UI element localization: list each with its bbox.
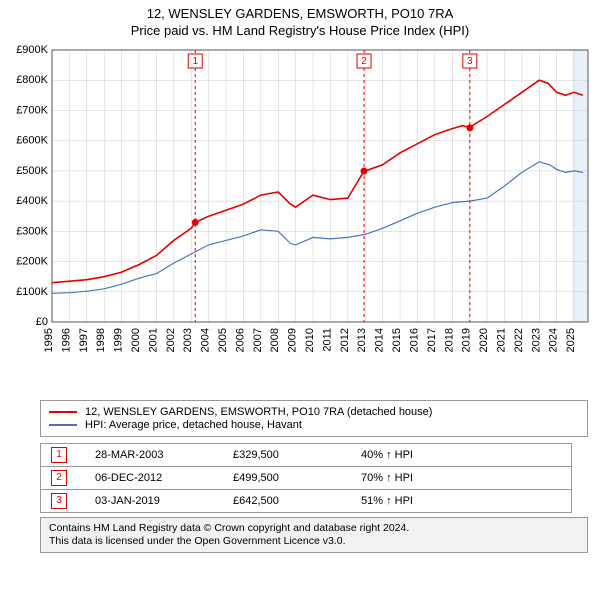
svg-text:£700K: £700K — [16, 104, 48, 116]
sale-price: £642,500 — [233, 495, 333, 507]
svg-text:2: 2 — [361, 56, 367, 67]
svg-text:£400K: £400K — [16, 195, 48, 207]
footer-line1: Contains HM Land Registry data © Crown c… — [49, 522, 579, 535]
legend-row-property: 12, WENSLEY GARDENS, EMSWORTH, PO10 7RA … — [49, 406, 579, 418]
legend-swatch-blue — [49, 424, 77, 426]
price-chart: £0 £100K £200K £300K £400K £500K £600K £700K £80… — [6, 44, 594, 394]
svg-text:2001: 2001 — [147, 328, 159, 352]
sale-price: £329,500 — [233, 449, 333, 461]
svg-text:2020: 2020 — [478, 328, 490, 352]
svg-text:2006: 2006 — [234, 328, 246, 352]
svg-text:2010: 2010 — [304, 328, 316, 352]
sale-delta: 70% ↑ HPI — [361, 472, 413, 484]
sale-date: 03-JAN-2019 — [95, 495, 205, 507]
footer-attribution: Contains HM Land Registry data © Crown c… — [40, 517, 588, 553]
svg-text:2017: 2017 — [426, 328, 438, 352]
svg-text:2007: 2007 — [252, 328, 264, 352]
svg-text:2023: 2023 — [530, 328, 542, 352]
footer-line2: This data is licensed under the Open Gov… — [49, 535, 579, 548]
sale-delta: 51% ↑ HPI — [361, 495, 413, 507]
sale-marker-3: 3 — [51, 493, 67, 509]
svg-text:2013: 2013 — [356, 328, 368, 352]
chart-container: £0 £100K £200K £300K £400K £500K £600K £700K £80… — [6, 44, 594, 394]
svg-text:2011: 2011 — [321, 328, 333, 352]
svg-text:2005: 2005 — [217, 328, 229, 352]
svg-text:2016: 2016 — [408, 328, 420, 352]
sale-marker-1: 1 — [51, 447, 67, 463]
svg-text:2021: 2021 — [495, 328, 507, 352]
sale-row: 3 03-JAN-2019 £642,500 51% ↑ HPI — [41, 489, 571, 512]
sale-date: 06-DEC-2012 — [95, 472, 205, 484]
svg-text:£600K: £600K — [16, 134, 48, 146]
svg-text:2002: 2002 — [165, 328, 177, 352]
svg-text:£500K: £500K — [16, 165, 48, 177]
svg-text:2019: 2019 — [461, 328, 473, 352]
svg-text:2004: 2004 — [200, 328, 212, 352]
svg-text:2000: 2000 — [130, 328, 142, 352]
svg-text:1996: 1996 — [60, 328, 72, 352]
svg-text:2014: 2014 — [374, 328, 386, 352]
svg-text:1997: 1997 — [78, 328, 90, 352]
sale-row: 2 06-DEC-2012 £499,500 70% ↑ HPI — [41, 466, 571, 489]
svg-text:£100K: £100K — [16, 286, 48, 298]
svg-text:3: 3 — [467, 56, 473, 67]
svg-text:£800K: £800K — [16, 74, 48, 86]
svg-text:2015: 2015 — [391, 328, 403, 352]
svg-text:2009: 2009 — [287, 328, 299, 352]
sale-price: £499,500 — [233, 472, 333, 484]
svg-text:1: 1 — [192, 56, 198, 67]
legend-text-property: 12, WENSLEY GARDENS, EMSWORTH, PO10 7RA … — [85, 406, 432, 418]
svg-text:£300K: £300K — [16, 225, 48, 237]
svg-text:2025: 2025 — [565, 328, 577, 352]
svg-text:1998: 1998 — [95, 328, 107, 352]
legend-row-hpi: HPI: Average price, detached house, Hava… — [49, 419, 579, 431]
svg-text:2012: 2012 — [339, 328, 351, 352]
sale-row: 1 28-MAR-2003 £329,500 40% ↑ HPI — [41, 444, 571, 466]
sale-date: 28-MAR-2003 — [95, 449, 205, 461]
svg-text:2018: 2018 — [443, 328, 455, 352]
legend-swatch-red — [49, 411, 77, 413]
chart-title-block: 12, WENSLEY GARDENS, EMSWORTH, PO10 7RA … — [6, 6, 594, 40]
svg-text:£900K: £900K — [16, 44, 48, 56]
sales-table: 1 28-MAR-2003 £329,500 40% ↑ HPI 2 06-DE… — [40, 443, 572, 513]
legend-text-hpi: HPI: Average price, detached house, Hava… — [85, 419, 302, 431]
svg-text:2024: 2024 — [548, 328, 560, 352]
svg-text:1995: 1995 — [43, 328, 55, 352]
legend: 12, WENSLEY GARDENS, EMSWORTH, PO10 7RA … — [40, 400, 588, 437]
svg-text:2003: 2003 — [182, 328, 194, 352]
title-line1: 12, WENSLEY GARDENS, EMSWORTH, PO10 7RA — [6, 6, 594, 23]
svg-text:£0: £0 — [36, 316, 48, 328]
svg-text:£200K: £200K — [16, 255, 48, 267]
sale-delta: 40% ↑ HPI — [361, 449, 413, 461]
svg-text:2022: 2022 — [513, 328, 525, 352]
svg-text:2008: 2008 — [269, 328, 281, 352]
svg-text:1999: 1999 — [113, 328, 125, 352]
title-line2: Price paid vs. HM Land Registry's House … — [6, 23, 594, 40]
sale-marker-2: 2 — [51, 470, 67, 486]
